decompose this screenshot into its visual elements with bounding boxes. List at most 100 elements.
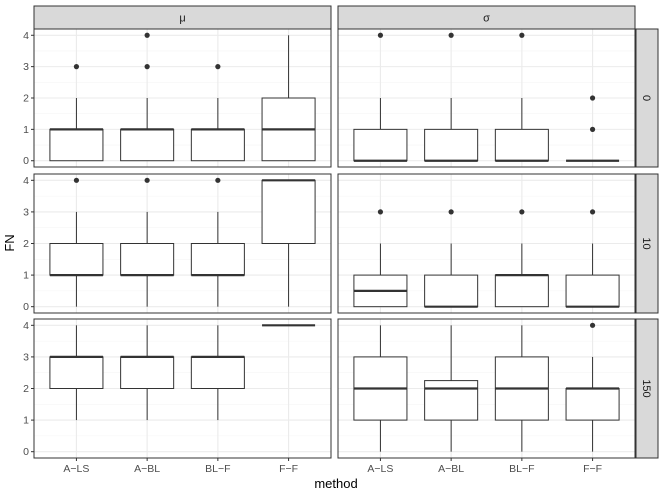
facet-strip-row-label-150: 150	[640, 379, 652, 397]
box-mu-0-bl-f	[190, 64, 245, 162]
box-iqr	[353, 128, 408, 162]
box-sigma-150-a-ls	[353, 325, 408, 452]
x-tick-label-f-f: F−F	[583, 463, 602, 475]
panel-sigma-150-border	[337, 318, 636, 459]
box-mu-150-a-bl	[120, 325, 175, 421]
x-tick-label-a-bl: A−BL	[438, 463, 464, 475]
x-tick-label-a-ls: A−LS	[63, 463, 89, 475]
outlier-point	[519, 209, 525, 215]
box-mu-150-a-ls	[49, 325, 104, 421]
panel-mu-150: 0 1 2 3 4 A−LS A−BL BL−F F−F	[23, 318, 332, 475]
box-iqr	[494, 274, 549, 308]
box-iqr	[261, 179, 316, 244]
box-mu-10-a-bl	[120, 177, 175, 307]
facet-strip-row-150	[635, 318, 659, 459]
outlier-point	[144, 177, 150, 183]
box-iqr	[565, 274, 620, 308]
y-tick-label: 2	[23, 93, 29, 105]
box-iqr	[190, 356, 245, 389]
x-tick-label-bl-f: BL−F	[205, 463, 230, 475]
box-sigma-0-f-f	[566, 95, 620, 162]
outlier-point	[377, 209, 384, 215]
box-mu-10-f-f	[261, 179, 316, 307]
y-tick-label: 0	[23, 301, 29, 313]
box-iqr	[424, 380, 479, 421]
outlier-point	[215, 64, 221, 70]
outlier-point	[448, 209, 454, 215]
box-iqr	[565, 388, 620, 421]
box-iqr	[424, 128, 479, 162]
outlier-point	[589, 209, 596, 215]
panel-mu-10: 0 1 2 3 4	[23, 173, 332, 314]
y-tick-label: 0	[23, 155, 29, 167]
box-mu-0-a-bl	[120, 32, 175, 162]
box-sigma-10-a-bl	[424, 209, 479, 308]
box-mu-0-a-ls	[49, 64, 104, 162]
box-mu-10-bl-f	[190, 177, 245, 307]
outlier-point	[377, 32, 384, 38]
outlier-point	[589, 322, 596, 328]
x-axis-title: method	[314, 476, 357, 491]
box-iqr	[49, 243, 104, 276]
y-tick-label: 3	[23, 351, 29, 363]
x-tick-label-f-f: F−F	[279, 463, 298, 475]
y-tick-label: 2	[23, 238, 29, 250]
y-tick-label: 3	[23, 61, 29, 73]
box-mu-150-bl-f	[190, 325, 245, 421]
outlier-point	[448, 32, 454, 38]
box-iqr	[120, 128, 175, 162]
box-iqr	[424, 274, 479, 308]
outlier-point	[589, 95, 596, 101]
y-tick-label: 1	[23, 270, 29, 282]
box-iqr	[49, 356, 104, 389]
outlier-point	[144, 32, 150, 38]
outlier-point	[589, 126, 596, 132]
facet-strip-row-10	[635, 173, 659, 314]
box-mu-10-a-ls	[49, 177, 104, 307]
box-iqr	[190, 243, 245, 276]
panel-sigma-0	[337, 28, 636, 168]
box-sigma-0-bl-f	[494, 32, 549, 162]
x-tick-label-a-bl: A−BL	[134, 463, 160, 475]
outlier-point	[215, 177, 221, 183]
x-tick-label-a-ls: A−LS	[367, 463, 393, 475]
facet-strip-row-label-10: 10	[640, 237, 652, 249]
y-tick-label: 3	[23, 206, 29, 218]
box-iqr	[494, 128, 549, 162]
box-iqr	[120, 356, 175, 389]
y-tick-label: 2	[23, 383, 29, 395]
panel-sigma-10	[337, 173, 636, 314]
panel-sigma-10-border	[337, 173, 636, 314]
facet-strip-label-mu: μ	[179, 13, 185, 25]
outlier-point	[519, 32, 525, 38]
facet-strip-row-label-0: 0	[640, 95, 652, 101]
box-iqr	[49, 128, 104, 162]
box-sigma-10-a-ls	[353, 209, 408, 308]
box-iqr	[190, 128, 245, 162]
panel-sigma-150: A−LS A−BL BL−F F−F	[337, 318, 636, 475]
box-iqr	[120, 243, 175, 276]
box-sigma-0-a-ls	[353, 32, 408, 162]
box-sigma-0-a-bl	[424, 32, 479, 162]
y-tick-label: 4	[23, 320, 29, 332]
y-tick-label: 4	[23, 30, 29, 42]
y-tick-label: 4	[23, 175, 29, 187]
y-tick-label: 1	[23, 124, 29, 136]
box-sigma-10-bl-f	[494, 209, 549, 308]
box-sigma-10-f-f	[565, 209, 620, 308]
outlier-point	[144, 64, 150, 70]
y-axis-title: FN	[2, 234, 17, 251]
y-tick-label: 1	[23, 415, 29, 427]
box-sigma-150-bl-f	[494, 325, 549, 452]
x-tick-label-bl-f: BL−F	[509, 463, 534, 475]
y-tick-label: 0	[23, 446, 29, 458]
facet-strip-row-0	[635, 28, 659, 168]
box-sigma-150-a-bl	[424, 325, 479, 452]
outlier-point	[73, 177, 80, 183]
box-sigma-150-f-f	[565, 322, 620, 452]
outlier-point	[73, 64, 80, 70]
facet-strip-label-sigma: σ	[483, 13, 490, 25]
box-mu-0-f-f	[261, 35, 316, 162]
